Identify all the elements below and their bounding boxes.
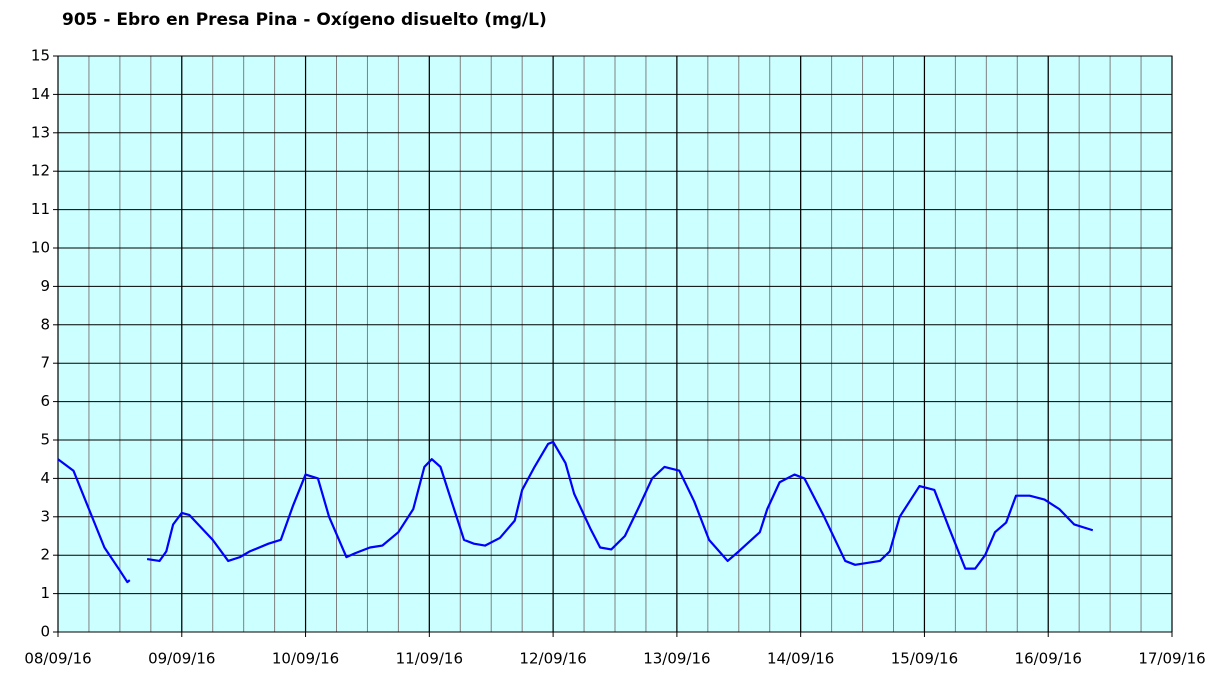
x-tick-label: 13/09/16 xyxy=(643,650,710,668)
y-tick-label: 6 xyxy=(40,392,50,410)
plot-border xyxy=(57,55,1173,633)
chart-title: 905 - Ebro en Presa Pina - Oxígeno disue… xyxy=(62,10,547,30)
y-tick-label: 12 xyxy=(31,162,50,180)
y-tick-label: 10 xyxy=(31,239,50,257)
y-tick-label: 14 xyxy=(31,85,50,103)
y-tick-label: 13 xyxy=(31,123,50,141)
y-tick-label: 2 xyxy=(40,546,50,564)
x-tick-label: 15/09/16 xyxy=(891,650,958,668)
y-tick-label: 15 xyxy=(31,47,50,65)
x-tick-label: 10/09/16 xyxy=(272,650,339,668)
y-tick-label: 4 xyxy=(40,469,50,487)
y-tick-label: 3 xyxy=(40,507,50,525)
y-tick-label: 0 xyxy=(40,623,50,641)
x-tick-label: 17/09/16 xyxy=(1138,650,1205,668)
y-tick-label: 1 xyxy=(40,584,50,602)
y-tick-label: 8 xyxy=(40,315,50,333)
x-tick-label: 12/09/16 xyxy=(519,650,586,668)
data-line xyxy=(57,440,1094,584)
x-tick-label: 11/09/16 xyxy=(396,650,463,668)
x-tick-label: 09/09/16 xyxy=(148,650,215,668)
y-tick-label: 7 xyxy=(40,354,50,372)
y-tick-label: 9 xyxy=(40,277,50,295)
x-tick-label: 16/09/16 xyxy=(1015,650,1082,668)
x-tick-label: 14/09/16 xyxy=(767,650,834,668)
x-tick-label: 08/09/16 xyxy=(24,650,91,668)
y-tick-label: 11 xyxy=(31,200,50,218)
y-tick-label: 5 xyxy=(40,431,50,449)
